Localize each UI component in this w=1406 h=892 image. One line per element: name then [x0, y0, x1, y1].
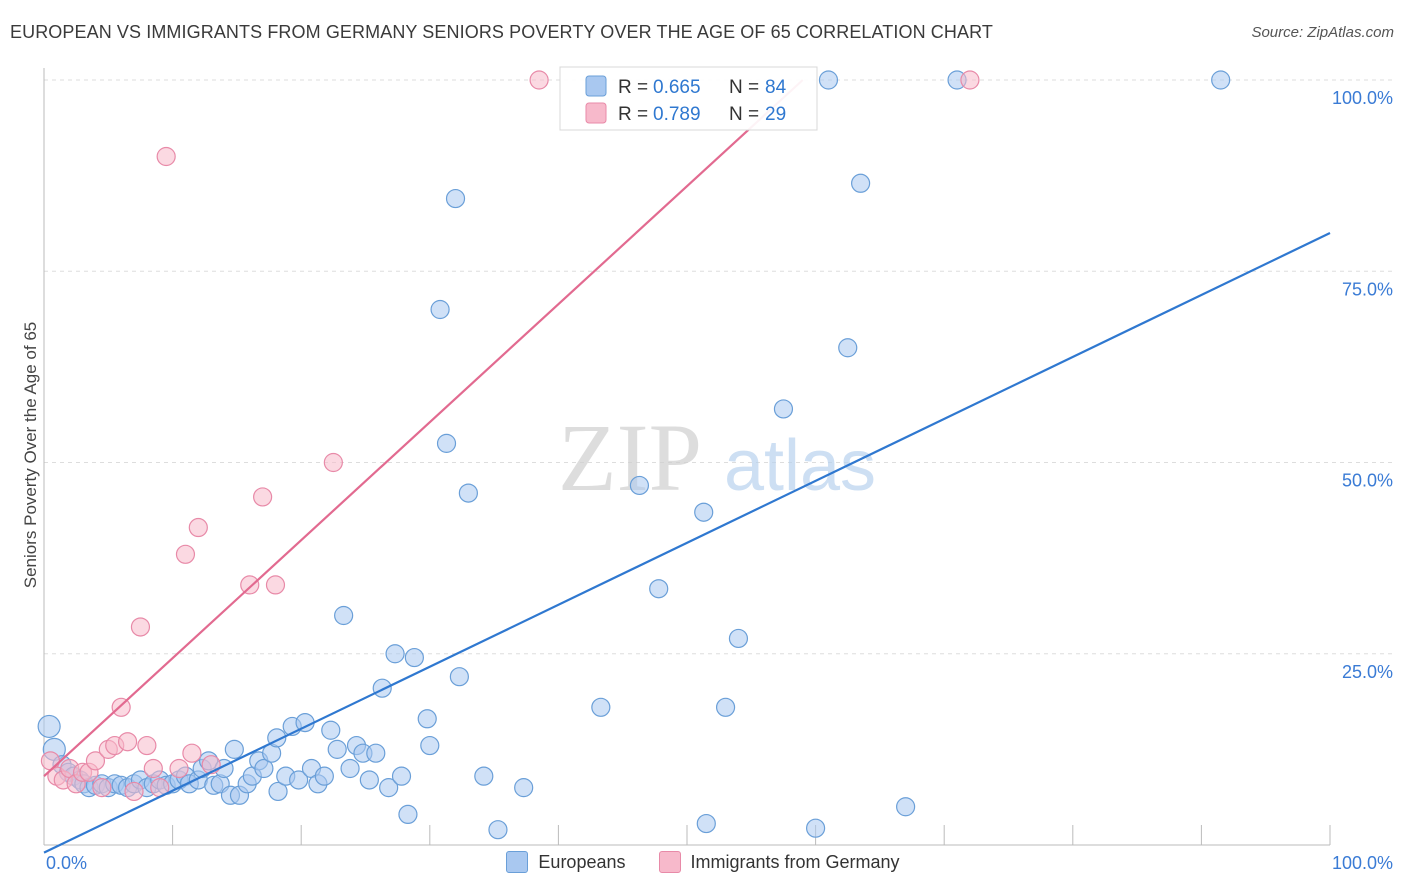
legend-item-europeans: Europeans — [506, 851, 626, 873]
germany-point-29 — [960, 70, 980, 90]
y-axis-label: Seniors Poverty Over the Age of 65 — [21, 322, 40, 588]
legend-pink-r-label: R = — [618, 104, 648, 125]
europeans-point-36 — [254, 758, 274, 779]
legend-label-europeans: Europeans — [538, 851, 626, 872]
europeans-point-69 — [488, 820, 508, 840]
europeans-point-59 — [398, 804, 418, 825]
germany-point-25 — [253, 487, 273, 507]
europeans-point-61 — [417, 709, 437, 729]
europeans-trend-line — [43, 232, 1331, 854]
europeans-point-57 — [385, 644, 405, 664]
europeans-point-76 — [715, 697, 736, 717]
germany-point-27 — [323, 452, 343, 473]
europeans-point-70 — [514, 778, 534, 798]
europeans-point-81 — [838, 338, 858, 358]
europeans-point-63 — [430, 299, 450, 320]
germany-swatch — [658, 851, 681, 873]
europeans-point-42 — [289, 770, 309, 790]
europeans-point-78 — [773, 399, 794, 419]
legend-item-germany: Immigrants from Germany — [658, 851, 900, 873]
y-tick-label-3: 100.0% — [1332, 88, 1393, 108]
legend-pink-n-value: 29 — [765, 104, 786, 125]
legend-bottom: Europeans Immigrants from Germany — [0, 851, 1406, 878]
europeans-point-31 — [224, 739, 244, 759]
trend-lines — [43, 79, 1331, 854]
germany-point-18 — [156, 146, 176, 167]
europeans-point-55 — [372, 678, 392, 698]
europeans-point-67 — [458, 483, 478, 503]
x-tick-label-0: 0.0% — [46, 853, 87, 873]
watermark: ZIP atlas — [558, 404, 876, 511]
germany-point-14 — [130, 617, 151, 637]
legend-top: R = 0.665 N = 84 R = 0.789 N = 29 — [559, 66, 818, 131]
europeans-point-48 — [327, 739, 347, 759]
europeans-point-79 — [805, 818, 826, 838]
legend-pink-n-label: N = — [729, 104, 759, 125]
chart-title: EUROPEAN VS IMMIGRANTS FROM GERMANY SENI… — [10, 22, 993, 42]
europeans-point-73 — [649, 579, 669, 599]
europeans-point-74 — [694, 502, 714, 522]
germany-point-8 — [92, 778, 112, 798]
grid-lines — [44, 79, 1392, 655]
legend-pink-swatch — [585, 102, 607, 124]
germany-point-24 — [240, 575, 260, 595]
y-tick-label-1: 50.0% — [1342, 471, 1393, 491]
europeans-point-39 — [268, 781, 288, 802]
legend-blue-n-value: 84 — [765, 77, 787, 98]
germany-point-26 — [265, 575, 286, 595]
germany-point-22 — [188, 517, 208, 538]
germany-points — [40, 70, 980, 802]
germany-point-21 — [182, 743, 202, 763]
germany-point-20 — [175, 544, 196, 564]
europeans-point-64 — [436, 433, 457, 453]
europeans-swatch — [506, 851, 529, 873]
tick-labels: 25.0% 50.0% 75.0% 100.0% 0.0% 100.0% — [46, 88, 1393, 873]
europeans-point-46 — [314, 766, 334, 786]
europeans-point-72 — [629, 475, 650, 496]
europeans-point-75 — [696, 813, 716, 834]
germany-trend-line — [43, 79, 804, 777]
y-tick-label-0: 25.0% — [1342, 662, 1393, 682]
germany-point-13 — [124, 781, 144, 802]
germany-point-28 — [529, 70, 549, 90]
germany-point-15 — [137, 735, 157, 756]
europeans-point-49 — [334, 605, 354, 626]
europeans-point-80 — [818, 70, 839, 90]
watermark-zip: ZIP — [558, 404, 702, 511]
europeans-point-60 — [404, 647, 424, 668]
germany-point-16 — [143, 758, 163, 779]
europeans-point-0 — [37, 714, 61, 739]
legend-blue-swatch — [585, 75, 607, 97]
watermark-atlas: atlas — [724, 426, 876, 506]
germany-point-7 — [85, 751, 106, 771]
legend-blue-r-label: R = — [618, 77, 648, 98]
europeans-point-62 — [420, 735, 440, 756]
europeans-point-58 — [391, 766, 412, 786]
germany-point-11 — [111, 697, 131, 717]
axes — [43, 68, 1331, 846]
europeans-point-66 — [449, 667, 469, 687]
europeans-point-83 — [896, 797, 916, 817]
legend-label-germany: Immigrants from Germany — [690, 851, 900, 872]
legend-pink-r-value: 0.789 — [653, 104, 701, 125]
europeans-point-47 — [321, 720, 341, 740]
x-tick-label-1: 100.0% — [1332, 853, 1393, 873]
europeans-point-50 — [340, 758, 360, 779]
europeans-point-71 — [591, 697, 611, 717]
europeans-point-85 — [1211, 70, 1231, 90]
europeans-point-68 — [474, 766, 494, 786]
germany-point-12 — [117, 732, 138, 752]
europeans-point-65 — [445, 188, 466, 209]
europeans-point-82 — [851, 173, 871, 193]
source-credit: Source: ZipAtlas.com — [1251, 24, 1394, 41]
europeans-point-77 — [728, 628, 749, 649]
europeans-point-54 — [366, 743, 386, 763]
y-tick-label-2: 75.0% — [1342, 279, 1393, 299]
legend-blue-r-value: 0.665 — [653, 77, 701, 98]
germany-point-19 — [169, 758, 189, 779]
europeans-point-56 — [379, 778, 399, 798]
europeans-point-53 — [359, 770, 379, 790]
legend-blue-n-label: N = — [729, 77, 759, 98]
